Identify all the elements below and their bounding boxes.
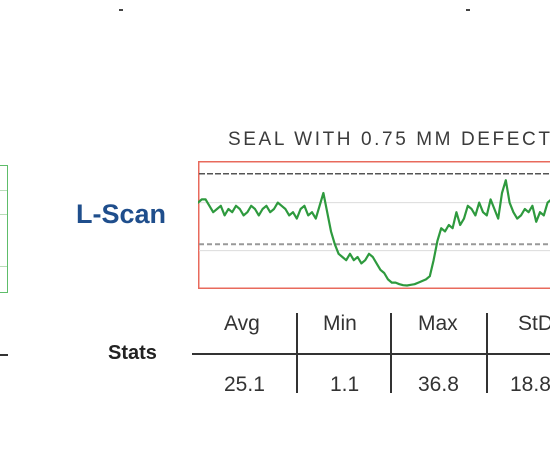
stats-value-avg: 25.1: [224, 373, 265, 396]
stats-header-avg: Avg: [224, 312, 260, 335]
stats-value-max: 36.8: [418, 373, 459, 396]
series-line: [198, 179, 550, 287]
plot-frame: [198, 161, 550, 289]
adjacent-chart-gridline: [0, 190, 7, 191]
adjacent-stats-rule-edge: [0, 354, 8, 356]
stats-value-min: 1.1: [330, 373, 360, 396]
line-chart: [198, 161, 550, 289]
stats-column-divider: [390, 313, 392, 393]
stats-header-std: StD: [518, 312, 550, 335]
adjacent-chart-panel-edge: [0, 165, 8, 293]
chart-title: SEAL WITH 0.75 MM DEFECT: [228, 129, 550, 150]
stats-label: Stats: [108, 342, 157, 364]
row-label: L-Scan: [76, 199, 167, 229]
stats-header-min: Min: [323, 312, 357, 335]
stats-column-divider: [486, 313, 488, 393]
top-tick-mark-right: [466, 9, 470, 11]
stats-header-rule: [192, 353, 550, 355]
top-tick-mark-left: [119, 9, 123, 11]
stats-column-divider: [296, 313, 298, 393]
stats-header-max: Max: [418, 312, 458, 335]
adjacent-chart-gridline: [0, 214, 7, 215]
adjacent-chart-gridline: [0, 266, 7, 267]
stats-value-std: 18.8: [510, 373, 550, 396]
